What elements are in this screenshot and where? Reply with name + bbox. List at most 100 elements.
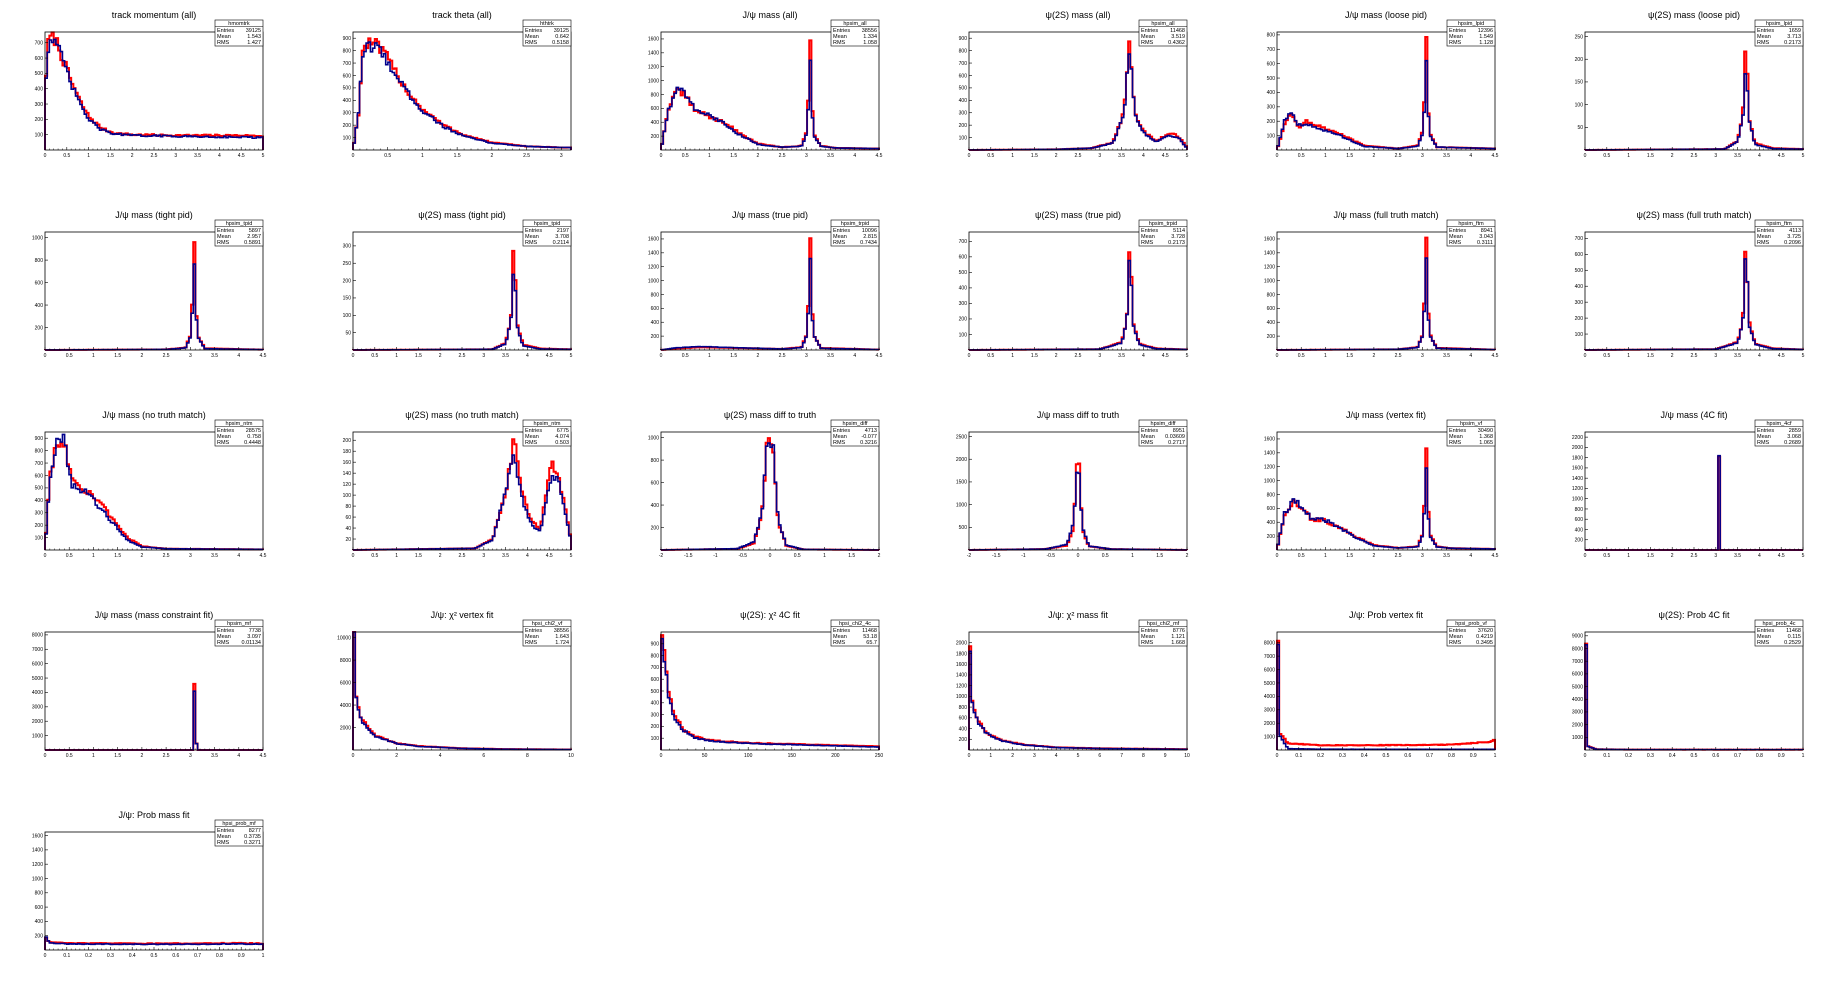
x-tick-label: 0.5 [66, 553, 73, 559]
x-tick-label: 2 [140, 353, 143, 359]
stats-box [830, 19, 880, 47]
x-tick-label: 1.5 [114, 753, 121, 759]
stats-rms-label: RMS [1757, 40, 1770, 46]
y-tick-label: 300 [959, 301, 968, 307]
y-tick-label: 300 [35, 511, 44, 517]
stats-mean-value: 53.18 [863, 634, 877, 640]
chart-title: J/ψ mass (tight pid) [115, 210, 192, 220]
histogram-panel: J/ψ: Prob mass fit 0 0.1 0.2 0.3 0.4 0.5 0.6 0.7… [32, 810, 265, 959]
x-tick-label: 5 [1186, 353, 1189, 359]
x-tick-label: 1.5 [1647, 553, 1654, 559]
x-tick-label: 1.5 [730, 153, 737, 159]
chart-title: J/ψ mass (no truth match) [102, 410, 205, 420]
x-tick-label: 4 [1469, 153, 1472, 159]
stats-box [830, 419, 880, 447]
series-red-line [660, 39, 880, 150]
y-tick-label: 100 [343, 493, 352, 499]
stats-rms-label: RMS [217, 240, 230, 246]
stats-box [1446, 619, 1496, 647]
stats-box [830, 219, 880, 247]
x-tick-label: 1 [262, 953, 265, 959]
histogram-panel: ψ(2S) mass (true pid) 0 0.5 1 1.5 2 2.5 3 3.5 4 4.… [959, 210, 1189, 359]
x-tick-label: 0 [44, 353, 47, 359]
plot-frame [968, 31, 1188, 151]
stats-entries-label: Entries [1141, 28, 1158, 34]
x-tick-label: 3 [805, 153, 808, 159]
stats-mean-label: Mean [1449, 434, 1463, 440]
x-tick-label: 3.5 [1734, 353, 1741, 359]
histogram-panel: J/ψ mass (loose pid) 0 0.5 1 1.5 2 2.5 3 3.5 4 4.5… [1267, 10, 1499, 159]
x-tick-label: 0 [44, 553, 47, 559]
y-tick-label: 100 [959, 135, 968, 141]
stats-rms-value: 1.427 [247, 40, 261, 46]
chart-title: J/ψ mass (vertex fit) [1346, 410, 1426, 420]
x-tick-label: 3 [1421, 353, 1424, 359]
y-tick-label: 600 [35, 56, 44, 62]
x-tick-label: 0.7 [1426, 753, 1433, 759]
y-tick-label: 4000 [32, 690, 43, 696]
y-tick-label: 1800 [956, 651, 967, 657]
stats-mean-value: 3.708 [555, 234, 569, 240]
x-tick-label: 1.5 [114, 553, 121, 559]
x-tick-label: 1 [92, 553, 95, 559]
stats-mean-value: -0.077 [861, 434, 877, 440]
stats-mean-label: Mean [833, 634, 847, 640]
x-tick-label: 4 [1758, 353, 1761, 359]
stats-rms-value: 0.2114 [553, 240, 569, 246]
x-tick-label: 0.5 [1691, 753, 1698, 759]
stats-name: hpsim_all [843, 21, 866, 27]
y-tick-label: 1200 [1264, 465, 1275, 471]
chart-title: ψ(2S) mass (all) [1046, 10, 1111, 20]
series-red-line [44, 31, 264, 150]
x-tick-label: 2.5 [1395, 553, 1402, 559]
x-tick-label: 100 [744, 753, 753, 759]
y-tick-label: 800 [1267, 292, 1276, 298]
x-tick-label: 0.5 [682, 153, 689, 159]
x-tick-label: 4 [1142, 153, 1145, 159]
x-tick-label: 0 [352, 353, 355, 359]
y-tick-label: 2000 [1264, 721, 1275, 727]
stats-name: hmomtrk [228, 21, 250, 27]
x-tick-label: 3.5 [827, 153, 834, 159]
stats-entries-value: 12396 [1478, 28, 1493, 34]
stats-mean-label: Mean [1757, 634, 1771, 640]
stats-entries-label: Entries [833, 428, 850, 434]
x-tick-label: 1.5 [1647, 353, 1654, 359]
x-tick-label: 2.5 [1691, 153, 1698, 159]
x-tick-label: 0 [660, 353, 663, 359]
stats-box [1754, 419, 1804, 447]
stats-entries-label: Entries [217, 628, 234, 634]
y-tick-label: 180 [343, 449, 352, 455]
chart-title: J/ψ: χ² mass fit [1048, 610, 1108, 620]
y-tick-label: 900 [343, 36, 352, 42]
x-tick-label: 4 [237, 353, 240, 359]
x-tick-label: 4 [853, 353, 856, 359]
y-tick-label: 600 [1267, 506, 1276, 512]
stats-mean-label: Mean [525, 34, 539, 40]
y-tick-label: 200 [35, 117, 44, 123]
x-tick-label: 8 [526, 753, 529, 759]
y-tick-label: 6000 [1264, 667, 1275, 673]
x-tick-label: 3.5 [502, 353, 509, 359]
y-tick-label: 150 [1575, 80, 1584, 86]
y-tick-label: 50 [1577, 125, 1583, 131]
y-tick-label: 250 [343, 261, 352, 267]
stats-name: hpsim_tpid [534, 221, 561, 227]
x-tick-label: 2 [1372, 353, 1375, 359]
series-red-line [352, 631, 572, 751]
y-tick-label: 700 [35, 41, 44, 47]
x-tick-label: 1.5 [1031, 153, 1038, 159]
y-tick-label: 100 [651, 736, 660, 742]
stats-rms-value: 0.2717 [1168, 440, 1185, 446]
y-tick-label: 500 [35, 71, 44, 77]
y-tick-label: 700 [1575, 236, 1584, 242]
series-red-line [968, 645, 1188, 751]
x-tick-label: 5 [1802, 353, 1805, 359]
y-tick-label: 600 [651, 480, 660, 486]
x-tick-label: 1 [989, 753, 992, 759]
stats-entries-label: Entries [1449, 28, 1466, 34]
x-tick-label: 3 [482, 353, 485, 359]
y-tick-label: 300 [651, 712, 660, 718]
y-tick-label: 8000 [32, 633, 43, 639]
x-tick-label: 1.5 [1647, 153, 1654, 159]
